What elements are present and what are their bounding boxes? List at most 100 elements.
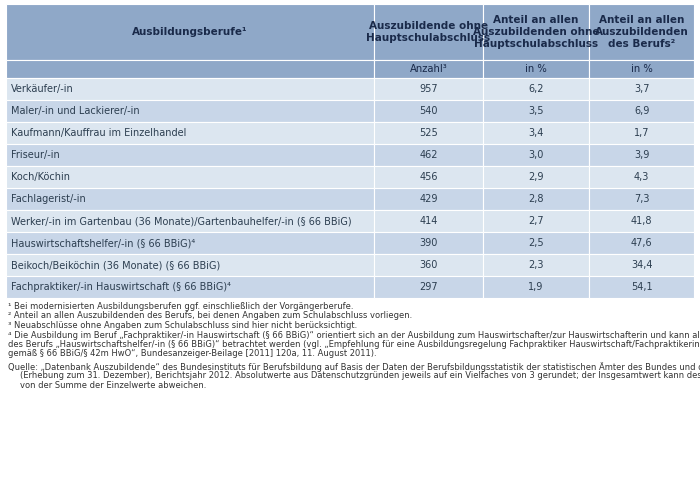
Text: 3,4: 3,4	[528, 128, 544, 138]
Text: 456: 456	[419, 172, 438, 182]
Bar	[374, 166, 483, 188]
Text: 360: 360	[419, 260, 438, 270]
Bar	[589, 60, 694, 78]
Text: 6,2: 6,2	[528, 84, 544, 94]
Bar	[6, 254, 374, 276]
Text: 3,0: 3,0	[528, 150, 544, 160]
Bar	[483, 232, 589, 254]
Bar	[483, 60, 589, 78]
Bar	[6, 78, 374, 100]
Bar	[483, 210, 589, 232]
Bar	[6, 210, 374, 232]
Bar	[6, 60, 374, 78]
Bar	[374, 60, 483, 78]
Text: in %: in %	[631, 64, 652, 74]
Bar	[483, 78, 589, 100]
Text: Anteil an allen
Auszubildenden
des Berufs²: Anteil an allen Auszubildenden des Beruf…	[595, 16, 689, 49]
Text: 525: 525	[419, 128, 438, 138]
Text: Ausbildungsberufe¹: Ausbildungsberufe¹	[132, 27, 248, 37]
Text: Quelle: „Datenbank Auszubildende“ des Bundesinstituts für Berufsbildung auf Basi: Quelle: „Datenbank Auszubildende“ des Bu…	[8, 362, 700, 372]
Text: 540: 540	[419, 106, 438, 116]
Text: 2,9: 2,9	[528, 172, 544, 182]
Bar	[6, 188, 374, 210]
Text: Maler/-in und Lackierer/-in: Maler/-in und Lackierer/-in	[11, 106, 139, 116]
Text: Beikoch/Beiköchin (36 Monate) (§ 66 BBiG): Beikoch/Beiköchin (36 Monate) (§ 66 BBiG…	[11, 260, 220, 270]
Text: gemäß § 66 BBiG/§ 42m HwO“, Bundesanzeiger-Beilage [2011] 120a, 11. August 2011): gemäß § 66 BBiG/§ 42m HwO“, Bundesanzeig…	[8, 349, 377, 359]
Text: 2,3: 2,3	[528, 260, 544, 270]
Text: 1,7: 1,7	[634, 128, 650, 138]
Text: Anzahl³: Anzahl³	[410, 64, 447, 74]
Bar	[589, 254, 694, 276]
Text: 297: 297	[419, 282, 438, 292]
Bar	[374, 210, 483, 232]
Bar	[483, 122, 589, 144]
Text: 47,6: 47,6	[631, 238, 652, 248]
Text: Friseur/-in: Friseur/-in	[11, 150, 60, 160]
Text: ³ Neuabschlüsse ohne Angaben zum Schulabschluss sind hier nicht berücksichtigt.: ³ Neuabschlüsse ohne Angaben zum Schulab…	[8, 321, 357, 330]
Bar	[589, 4, 694, 60]
Text: 3,9: 3,9	[634, 150, 650, 160]
Bar	[374, 254, 483, 276]
Text: Kaufmann/Kauffrau im Einzelhandel: Kaufmann/Kauffrau im Einzelhandel	[11, 128, 186, 138]
Text: 6,9: 6,9	[634, 106, 650, 116]
Bar	[374, 4, 483, 60]
Text: Fachpraktiker/-in Hauswirtschaft (§ 66 BBiG)⁴: Fachpraktiker/-in Hauswirtschaft (§ 66 B…	[11, 282, 231, 292]
Text: 390: 390	[419, 238, 438, 248]
Bar	[374, 276, 483, 298]
Bar	[6, 100, 374, 122]
Text: Hauswirtschaftshelfer/-in (§ 66 BBiG)⁴: Hauswirtschaftshelfer/-in (§ 66 BBiG)⁴	[11, 238, 195, 248]
Bar	[589, 78, 694, 100]
Text: 41,8: 41,8	[631, 216, 652, 226]
Bar	[374, 144, 483, 166]
Text: 429: 429	[419, 194, 438, 204]
Text: Auszubildende ohne
Hauptschulabschluss: Auszubildende ohne Hauptschulabschluss	[366, 21, 491, 43]
Text: 957: 957	[419, 84, 438, 94]
Text: in %: in %	[525, 64, 547, 74]
Text: ¹ Bei modernisierten Ausbildungsberufen ggf. einschließlich der Vorgängerberufe.: ¹ Bei modernisierten Ausbildungsberufen …	[8, 302, 354, 311]
Text: von der Summe der Einzelwerte abweichen.: von der Summe der Einzelwerte abweichen.	[20, 381, 206, 390]
Bar	[483, 144, 589, 166]
Bar	[589, 144, 694, 166]
Text: (Erhebung zum 31. Dezember), Berichtsjahr 2012. Absolutwerte aus Datenschutzgrün: (Erhebung zum 31. Dezember), Berichtsjah…	[20, 371, 700, 380]
Text: 34,4: 34,4	[631, 260, 652, 270]
Bar	[6, 276, 374, 298]
Text: 3,7: 3,7	[634, 84, 650, 94]
Bar	[374, 78, 483, 100]
Text: Fachlagerist/-in: Fachlagerist/-in	[11, 194, 85, 204]
Bar	[589, 188, 694, 210]
Text: 4,3: 4,3	[634, 172, 650, 182]
Text: 2,5: 2,5	[528, 238, 544, 248]
Bar	[483, 188, 589, 210]
Text: ² Anteil an allen Auszubildenden des Berufs, bei denen Angaben zum Schulabschlus: ² Anteil an allen Auszubildenden des Ber…	[8, 311, 412, 321]
Text: 2,8: 2,8	[528, 194, 544, 204]
Bar	[374, 100, 483, 122]
Text: des Berufs „Hauswirtschaftshelfer/-in (§ 66 BBiG)“ betrachtet werden (vgl. „Empf: des Berufs „Hauswirtschaftshelfer/-in (§…	[8, 340, 700, 349]
Bar	[374, 232, 483, 254]
Text: 7,3: 7,3	[634, 194, 650, 204]
Text: Anteil an allen
Auszubildenden ohne
Hauptschulabschluss: Anteil an allen Auszubildenden ohne Haup…	[473, 16, 599, 49]
Bar	[589, 166, 694, 188]
Text: 462: 462	[419, 150, 438, 160]
Bar	[6, 166, 374, 188]
Text: 2,7: 2,7	[528, 216, 544, 226]
Bar	[483, 100, 589, 122]
Text: ⁴ Die Ausbildung im Beruf „Fachpraktiker/-in Hauswirtschaft (§ 66 BBiG)“ orienti: ⁴ Die Ausbildung im Beruf „Fachpraktiker…	[8, 330, 700, 340]
Bar	[589, 232, 694, 254]
Bar	[6, 232, 374, 254]
Text: 3,5: 3,5	[528, 106, 544, 116]
Bar	[6, 122, 374, 144]
Text: 1,9: 1,9	[528, 282, 544, 292]
Bar	[374, 188, 483, 210]
Text: Werker/-in im Gartenbau (36 Monate)/Gartenbauhelfer/-in (§ 66 BBiG): Werker/-in im Gartenbau (36 Monate)/Gart…	[11, 216, 351, 226]
Bar	[483, 254, 589, 276]
Bar	[374, 122, 483, 144]
Bar	[589, 122, 694, 144]
Bar	[483, 4, 589, 60]
Bar	[6, 4, 374, 60]
Bar	[483, 166, 589, 188]
Text: 54,1: 54,1	[631, 282, 652, 292]
Bar	[483, 276, 589, 298]
Text: 414: 414	[419, 216, 438, 226]
Bar	[589, 100, 694, 122]
Bar	[6, 144, 374, 166]
